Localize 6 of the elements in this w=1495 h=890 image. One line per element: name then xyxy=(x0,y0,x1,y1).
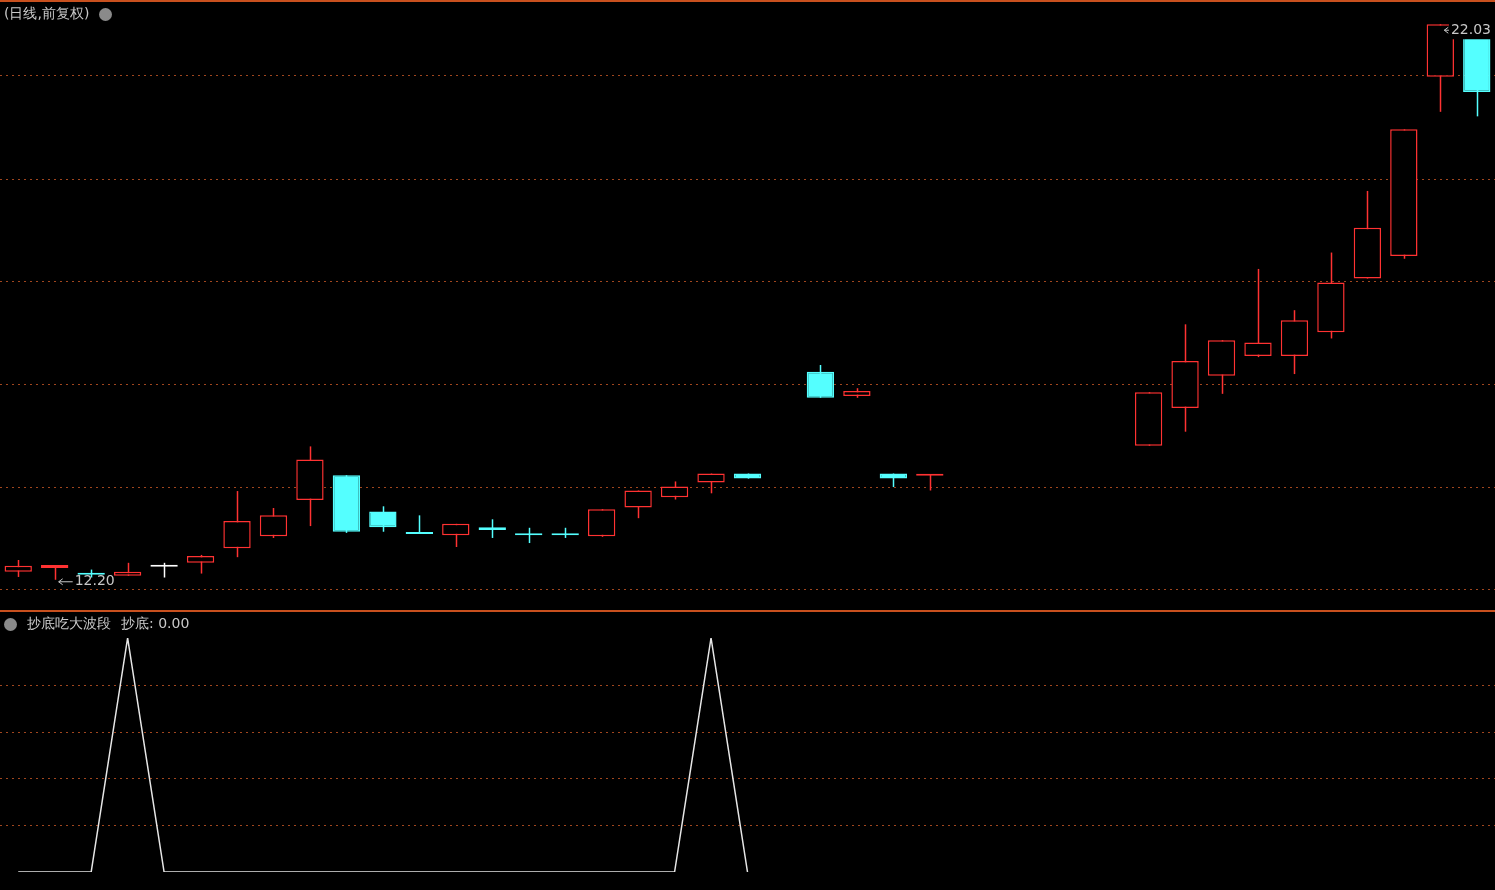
annotation: 22.03 xyxy=(1450,20,1492,37)
chart-title: 抄底吃大波段 xyxy=(27,615,111,633)
candlestick xyxy=(1244,268,1272,358)
text: 抄底: 0.00 xyxy=(121,615,190,633)
annotation: 12.20 xyxy=(74,572,115,589)
chart-title: (日线,前复权) xyxy=(4,5,90,23)
